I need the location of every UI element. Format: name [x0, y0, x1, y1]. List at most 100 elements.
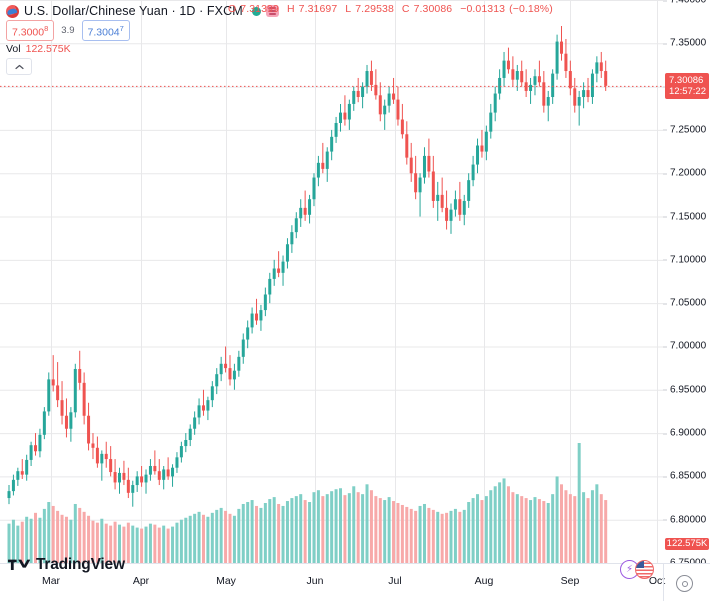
candle-body	[51, 379, 55, 386]
volume-bar	[60, 514, 64, 563]
volume-bar	[427, 507, 431, 563]
candle-body	[285, 244, 289, 262]
candle-body	[29, 445, 33, 460]
candle-body	[422, 155, 426, 178]
candle-body	[16, 471, 20, 480]
candle-body	[69, 412, 73, 429]
volume-bar	[206, 516, 210, 563]
candle-body	[568, 71, 572, 89]
volume-bar	[215, 509, 219, 563]
candle-body	[60, 400, 64, 416]
volume-bar	[453, 508, 457, 563]
candle-body	[197, 405, 201, 418]
volume-bar	[524, 498, 528, 563]
candle-body	[339, 112, 342, 123]
candle-body	[122, 472, 126, 480]
bid-price-pill[interactable]: 7.30008	[6, 19, 55, 42]
volume-bar	[387, 497, 391, 563]
volume-bar	[511, 492, 515, 563]
volume-bar	[595, 484, 599, 563]
volume-bar	[42, 508, 46, 563]
candle-body	[418, 177, 422, 193]
volume-bar	[25, 516, 29, 563]
volume-bar	[303, 500, 307, 563]
volume-bar	[73, 503, 77, 563]
volume-bar	[82, 511, 86, 563]
volume-bar	[285, 501, 289, 563]
collapse-legend-button[interactable]	[6, 58, 32, 75]
volume-label: Vol	[6, 43, 21, 55]
volume-bar	[392, 501, 396, 563]
volume-bar	[356, 492, 360, 563]
volume-bar	[246, 502, 250, 563]
candle-body	[582, 90, 586, 98]
us-flag-icon[interactable]	[635, 560, 654, 579]
candle-body	[489, 112, 493, 132]
volume-bar	[467, 502, 471, 563]
candle-body	[560, 41, 563, 54]
volume-bar	[162, 525, 166, 563]
candle-body	[542, 82, 546, 106]
volume-bar	[546, 503, 550, 563]
candle-body	[387, 93, 391, 106]
candle-body	[162, 469, 166, 480]
price-axis[interactable]: 7.400007.350007.300007.250007.200007.150…	[663, 0, 710, 569]
candle-body	[210, 386, 214, 401]
volume-bar	[7, 523, 11, 563]
volume-bar	[268, 499, 272, 563]
candle-body	[166, 469, 170, 477]
bars-icon[interactable]	[265, 5, 279, 17]
volume-bar	[281, 505, 285, 563]
candle-body	[498, 77, 502, 94]
candle-body	[171, 467, 175, 477]
volume-bar	[228, 513, 232, 563]
volume-bar	[188, 515, 192, 563]
volume-bar	[95, 522, 99, 563]
volume-bar	[529, 500, 533, 563]
volume-bar	[263, 503, 267, 563]
volume-bar	[506, 486, 510, 563]
candle-body	[153, 465, 157, 472]
crosshair-icon[interactable]	[676, 575, 693, 592]
candle-body	[228, 368, 232, 380]
candle-body	[586, 90, 590, 98]
volume-bar	[400, 504, 404, 563]
ask-price-pill[interactable]: 7.30047	[81, 19, 130, 42]
candle-body	[272, 268, 276, 279]
time-axis-tick: May	[216, 575, 236, 587]
candle-body	[140, 476, 144, 483]
volume-bar	[321, 496, 325, 563]
volume-bar	[100, 518, 104, 563]
candle-body	[462, 200, 466, 215]
symbol-title[interactable]: U.S. Dollar/Chinese Yuan · 1D · FXCM	[24, 4, 243, 18]
candle-body	[7, 491, 11, 499]
time-axis-tick: Jun	[306, 575, 324, 587]
candle-body	[237, 356, 241, 371]
volume-bar	[383, 500, 387, 563]
candle-body	[555, 41, 559, 74]
candle-body	[78, 368, 82, 383]
volume-bar	[20, 521, 24, 563]
candle-body	[546, 97, 550, 106]
chart-legend: U.S. Dollar/Chinese Yuan · 1D · FXCM O 7.…	[0, 0, 710, 80]
volume-bar	[294, 496, 298, 563]
candle-body	[95, 447, 99, 464]
price-axis-tick: 6.90000	[663, 428, 710, 439]
volume-bar	[537, 499, 541, 563]
candle-body	[91, 443, 95, 448]
volume-bar	[458, 511, 462, 563]
time-axis-tick: Oct	[648, 575, 666, 587]
candle-body	[347, 103, 351, 120]
candle-body	[427, 155, 431, 172]
market-status-dot-icon[interactable]	[251, 6, 261, 16]
candle-body	[131, 485, 135, 493]
symbol-row[interactable]: U.S. Dollar/Chinese Yuan · 1D · FXCM	[6, 2, 279, 20]
time-axis[interactable]: Mar Apr May Jun Jul Aug Sep Oct	[0, 563, 710, 601]
candle-body	[604, 71, 608, 86]
candle-body	[73, 368, 77, 413]
candle-body	[201, 405, 205, 411]
current-price-value: 7.30086	[669, 74, 704, 86]
chart-plot-area[interactable]	[0, 0, 663, 563]
volume-bar	[232, 515, 236, 563]
candle-body	[118, 472, 121, 483]
